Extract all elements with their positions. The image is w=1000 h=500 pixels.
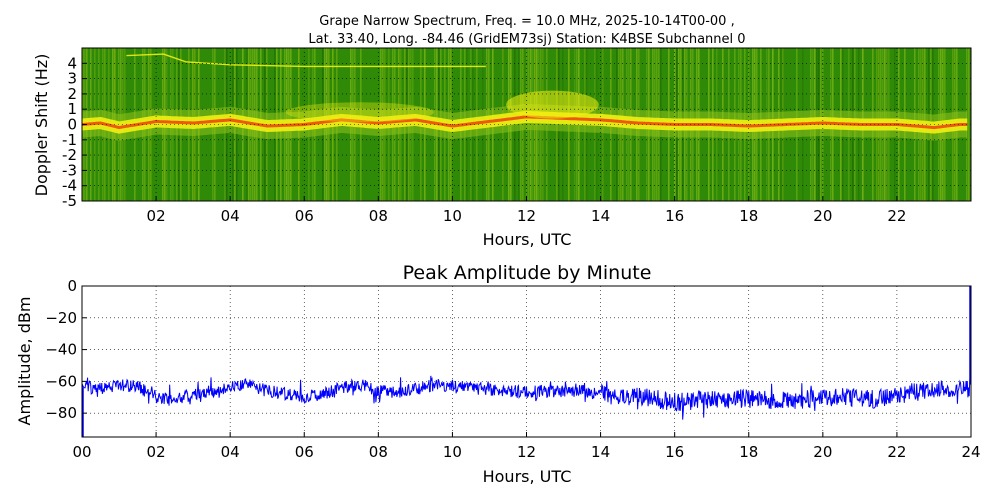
spread-region (506, 90, 599, 119)
amplitude-x-tick-label: 18 (739, 443, 758, 461)
carrier-line (82, 115, 968, 130)
spectrogram-x-tick-label: 04 (221, 207, 240, 225)
amplitude-x-tick-label: 12 (517, 443, 536, 461)
spectrogram-x-tick-label: 14 (591, 207, 610, 225)
spectrogram-x-ticks: 02 04 06 08 10 12 14 16 18 20 22 (147, 196, 906, 225)
amplitude-x-tick-label: 04 (221, 443, 240, 461)
spread-region (285, 102, 434, 123)
amplitude-y-tick-label: 0 (67, 277, 77, 295)
spectrogram-x-tick-label: 02 (147, 207, 166, 225)
spectrogram-x-tick-label: 18 (739, 207, 758, 225)
amplitude-y-tick-label: −60 (45, 372, 77, 390)
amplitude-x-tick-label: 16 (665, 443, 684, 461)
amplitude-y-tick-label: −20 (45, 309, 77, 327)
amplitude-y-axis-label: Amplitude, dBm (15, 297, 34, 426)
amplitude-x-tick-label: 10 (443, 443, 462, 461)
spectrogram-column (968, 48, 970, 201)
spectrogram-x-tick-label: 06 (295, 207, 314, 225)
figure-title-line2: Lat. 33.40, Long. -84.46 (GridEM73sj) St… (308, 32, 745, 47)
spectrogram-y-tick-label: -4 (62, 177, 77, 195)
spectrogram-y-tick-label: 3 (67, 70, 77, 88)
spectrogram-carrier-band (82, 53, 968, 141)
spectrogram-x-tick-label: 12 (517, 207, 536, 225)
secondary-trace (126, 53, 486, 68)
spectrogram-x-tick-label: 20 (813, 207, 832, 225)
amplitude-x-ticks: 00 02 04 06 08 10 12 14 16 18 20 22 24 (72, 432, 981, 461)
spectrogram-grid (82, 48, 971, 201)
spectrogram-y-tick-label: -1 (62, 131, 77, 149)
amplitude-x-tick-label: 00 (72, 443, 91, 461)
amplitude-y-tick-label: −80 (45, 404, 77, 422)
spectrogram-x-axis-label: Hours, UTC (483, 230, 572, 249)
amplitude-panel: Peak Amplitude by Minute 00 02 04 06 08 10 12 1… (15, 262, 981, 486)
amplitude-x-tick-label: 14 (591, 443, 610, 461)
spectrogram-x-tick-label: 16 (665, 207, 684, 225)
spectrogram-y-tick-label: 0 (67, 116, 77, 134)
spectrogram-y-axis-label: Doppler Shift (Hz) (32, 54, 51, 197)
spectrogram-y-tick-label: 2 (67, 85, 77, 103)
amplitude-series (82, 286, 971, 437)
amplitude-series-line (82, 375, 971, 420)
spectrogram-y-tick-label: 4 (67, 54, 77, 72)
spectrogram-x-tick-label: 22 (887, 207, 906, 225)
spectrogram-y-tick-label: -5 (62, 192, 77, 210)
amplitude-y-tick-label: −40 (45, 341, 77, 359)
spectrogram-y-tick-label: -3 (62, 161, 77, 179)
figure-title-line1: Grape Narrow Spectrum, Freq. = 10.0 MHz,… (319, 14, 734, 29)
spectrogram-x-tick-label: 10 (443, 207, 462, 225)
spectrogram-y-tick-label: 1 (67, 100, 77, 118)
amplitude-x-tick-label: 22 (887, 443, 906, 461)
amplitude-x-axis-label: Hours, UTC (483, 467, 572, 486)
spectrogram-x-tick-label: 08 (369, 207, 388, 225)
amplitude-plot-background (82, 286, 971, 437)
amplitude-x-tick-label: 02 (147, 443, 166, 461)
amplitude-chart-title: Peak Amplitude by Minute (403, 262, 652, 284)
amplitude-x-tick-label: 24 (961, 443, 980, 461)
amplitude-x-tick-label: 08 (369, 443, 388, 461)
amplitude-y-ticks: 0 −20 −40 −60 −80 (45, 277, 87, 422)
amplitude-x-tick-label: 20 (813, 443, 832, 461)
amplitude-x-tick-label: 06 (295, 443, 314, 461)
spectrogram-y-tick-label: -2 (62, 146, 77, 164)
